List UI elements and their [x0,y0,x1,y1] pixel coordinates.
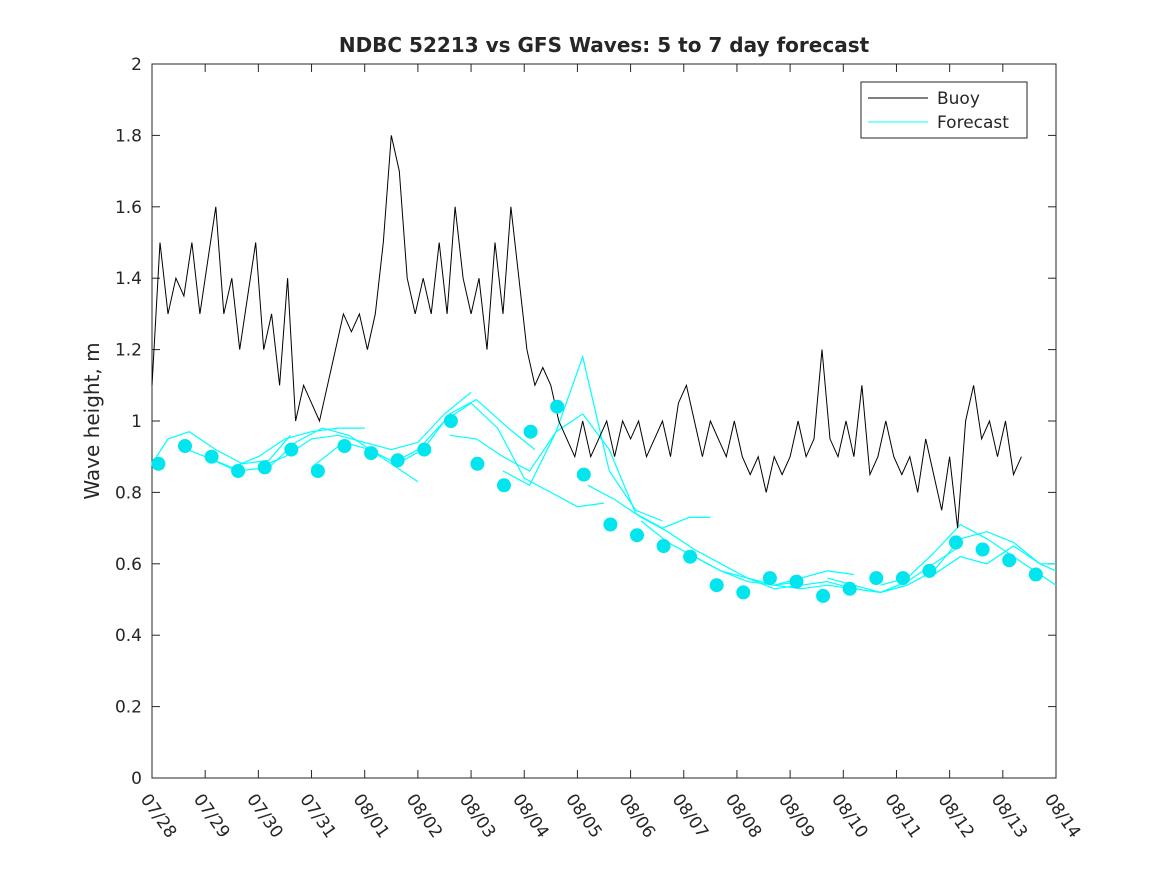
forecast-marker [470,456,485,471]
y-axis: 0 0.2 0.4 0.6 0.8 1 1.2 1.4 1.6 1.8 2 [115,55,1056,789]
forecast-marker [762,571,777,586]
legend-buoy-label: Buoy [937,89,980,109]
forecast-marker [1002,553,1017,568]
forecast-marker [789,574,804,589]
forecast-marker [310,464,325,478]
legend: Buoy Forecast [860,81,1028,139]
forecast-marker [204,449,219,464]
y-tick-label: 1.4 [115,269,142,289]
y-tick-label: 0.8 [115,483,142,503]
forecast-marker [576,467,591,482]
forecast-marker [842,581,857,596]
forecast-markers [151,399,1043,603]
forecast-line [827,531,1057,594]
forecast-marker [975,542,990,557]
y-tick-label: 1.8 [115,126,142,146]
forecast-marker [709,578,724,593]
forecast-marker [1028,567,1043,582]
y-tick-label: 0.6 [115,555,142,575]
buoy-line-group [151,135,1022,529]
buoy-line [151,135,1022,529]
y-axis-label: Wave height, m [80,342,104,499]
y-tick-label: 1.6 [115,198,142,218]
forecast-marker [151,456,166,471]
y-tick-label: 2 [131,55,142,75]
forecast-marker [257,460,272,475]
forecast-marker [523,424,538,439]
forecast-marker [816,588,831,603]
forecast-marker [683,549,698,564]
forecast-marker [497,478,511,493]
legend-forecast-label: Forecast [937,113,1009,133]
forecast-marker [630,528,644,543]
forecast-marker [443,414,458,428]
forecast-line [391,402,605,508]
forecast-marker [337,439,352,453]
forecast-marker [656,539,671,553]
forecast-marker [736,585,751,600]
chart-title: NDBC 52213 vs GFS Waves: 5 to 7 day fore… [339,33,870,57]
forecast-marker [949,535,963,550]
y-tick-label: 0.4 [115,626,142,646]
forecast-line [640,520,854,586]
plot-area [151,63,1057,779]
forecast-marker [178,439,192,453]
forecast-marker [869,571,884,586]
forecast-line [933,545,1056,575]
forecast-marker [922,563,937,578]
y-tick-label: 0 [131,769,142,789]
forecast-line [151,431,291,465]
y-tick-label: 1 [131,412,142,432]
forecast-marker [284,442,299,457]
forecast-marker [390,453,405,468]
forecast-marker [895,571,910,586]
legend-box [860,81,1028,139]
forecast-marker [417,442,432,457]
y-tick-label: 1.2 [115,341,142,361]
y-tick-label: 0.2 [115,698,142,718]
forecast-marker [550,399,565,414]
forecast-marker [231,464,246,478]
forecast-marker [364,446,379,461]
forecast-marker [603,517,618,532]
forecast-line [502,413,711,529]
